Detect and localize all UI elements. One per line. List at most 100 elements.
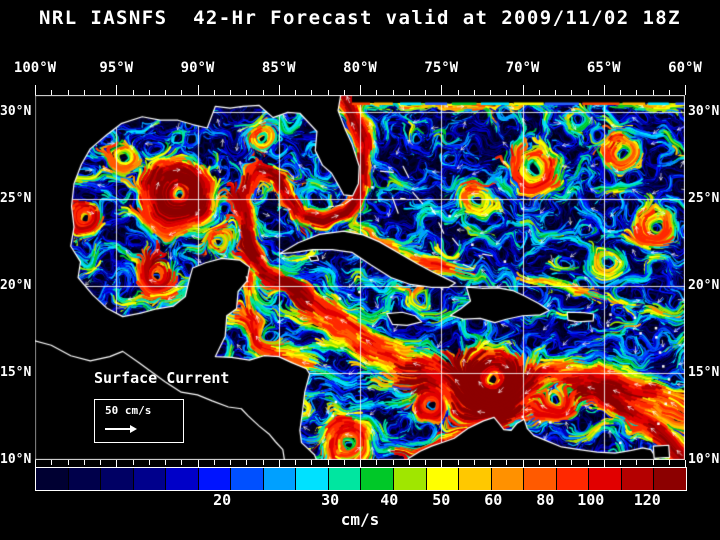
axis-tick xyxy=(473,90,475,95)
axis-tick xyxy=(392,460,394,465)
axis-tick xyxy=(506,90,508,95)
axis-tick xyxy=(636,90,638,95)
colorbar-tick-label: 100 xyxy=(577,491,605,509)
colorbar-segment xyxy=(198,468,231,490)
axis-tick xyxy=(343,460,345,465)
lon-tick-label: 60°W xyxy=(668,60,702,76)
colorbar-segment xyxy=(133,468,166,490)
axis-tick xyxy=(441,460,443,467)
axis-tick xyxy=(51,90,53,95)
axis-tick xyxy=(473,460,475,465)
axis-tick xyxy=(262,90,264,95)
colorbar-segment xyxy=(654,468,686,490)
axis-tick xyxy=(311,460,313,465)
axis-tick xyxy=(360,85,361,95)
axis-tick xyxy=(246,90,248,95)
axis-tick xyxy=(571,90,573,95)
axis-tick xyxy=(83,90,85,95)
axis-tick xyxy=(652,460,654,465)
scale-value-label: 50 cm/s xyxy=(105,404,152,417)
axis-tick xyxy=(278,85,280,95)
colorbar-units-label: cm/s xyxy=(340,510,380,529)
colorbar-segment xyxy=(296,468,328,490)
axis-tick xyxy=(441,85,443,95)
axis-tick xyxy=(603,460,605,467)
axis-tick xyxy=(555,90,556,95)
colorbar-segment xyxy=(394,468,426,490)
axis-tick xyxy=(522,460,524,467)
axis-tick xyxy=(67,460,69,465)
axis-tick xyxy=(457,460,459,465)
axis-tick xyxy=(360,460,361,467)
axis-tick xyxy=(278,460,280,467)
axis-tick xyxy=(555,460,556,465)
axis-tick xyxy=(376,90,378,95)
colorbar-segment xyxy=(263,468,296,490)
axis-tick xyxy=(295,460,296,465)
lon-tick-label: 90°W xyxy=(180,60,215,76)
lat-tick-label-right: 30°N xyxy=(688,104,720,120)
axis-tick xyxy=(311,90,313,95)
colorbar-segment xyxy=(166,468,198,490)
axis-tick xyxy=(490,460,491,465)
axis-tick xyxy=(295,90,296,95)
axis-tick xyxy=(197,460,199,467)
axis-tick xyxy=(425,460,426,465)
axis-tick xyxy=(230,90,231,95)
axis-tick xyxy=(230,460,231,465)
axis-tick xyxy=(67,90,69,95)
lat-tick-label-left: 15°N xyxy=(0,365,32,381)
axis-tick xyxy=(408,90,410,95)
lat-tick-label-left: 25°N xyxy=(0,191,32,207)
axis-tick xyxy=(587,90,589,95)
lon-tick-label: 80°W xyxy=(343,60,377,76)
colorbar-segment xyxy=(68,468,101,490)
scale-arrow-icon xyxy=(105,425,137,433)
axis-tick xyxy=(538,90,540,95)
axis-tick xyxy=(213,460,215,465)
colorbar-segment xyxy=(556,468,589,490)
axis-tick xyxy=(376,460,378,465)
colorbar-segment xyxy=(459,468,491,490)
colorbar-segment xyxy=(361,468,394,490)
axis-tick xyxy=(165,460,166,465)
axis-tick xyxy=(197,85,199,95)
axis-tick xyxy=(148,90,150,95)
colorbar-tick-label: 50 xyxy=(432,491,451,509)
lon-tick-label: 65°W xyxy=(586,60,621,76)
colorbar-segment xyxy=(621,468,654,490)
current-scale-legend: 50 cm/s xyxy=(94,399,184,443)
figure-title: NRL IASNFS 42-Hr Forecast valid at 2009/… xyxy=(39,7,681,29)
colorbar-tick-label: 20 xyxy=(213,491,232,509)
axis-tick xyxy=(165,90,166,95)
axis-tick xyxy=(100,460,101,465)
colorbar-segment xyxy=(491,468,524,490)
axis-tick xyxy=(213,90,215,95)
axis-tick xyxy=(262,460,264,465)
lat-tick-label-left: 20°N xyxy=(0,278,32,294)
colorbar-segment xyxy=(36,468,68,490)
axis-tick xyxy=(181,90,183,95)
axis-tick xyxy=(327,90,329,95)
axis-tick xyxy=(668,90,670,95)
axis-tick xyxy=(392,90,394,95)
colorbar-segment xyxy=(426,468,459,490)
colorbar-tick-label: 40 xyxy=(380,491,399,509)
lat-tick-label-right: 20°N xyxy=(688,278,720,294)
axis-tick xyxy=(35,460,36,467)
axis-tick xyxy=(571,460,573,465)
lat-tick-label-right: 10°N xyxy=(688,452,720,467)
colorbar-tick-label: 30 xyxy=(321,491,340,509)
lon-tick-label: 95°W xyxy=(99,60,134,76)
axis-tick xyxy=(538,460,540,465)
axis-tick xyxy=(408,460,410,465)
lon-tick-label: 70°W xyxy=(505,60,540,76)
axis-tick xyxy=(457,90,459,95)
axis-tick xyxy=(620,460,621,465)
axis-tick xyxy=(83,460,85,465)
axis-tick xyxy=(116,85,118,95)
axis-tick xyxy=(522,85,524,95)
axis-tick xyxy=(636,460,638,465)
axis-tick xyxy=(587,460,589,465)
